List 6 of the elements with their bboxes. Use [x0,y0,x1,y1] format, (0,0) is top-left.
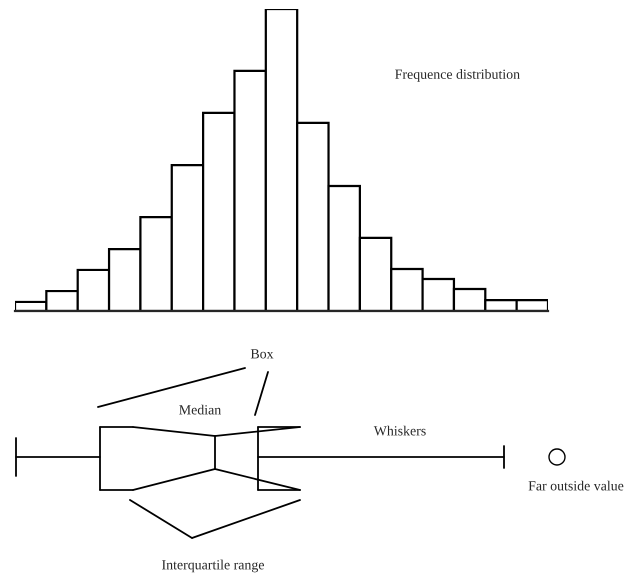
text: Interquartile range [162,560,264,572]
text: Median [179,404,221,414]
text: Whiskers [374,426,426,436]
text: Box [250,349,274,358]
text: Far outside value [528,480,624,490]
annotation: Frequence distribution [395,69,520,82]
